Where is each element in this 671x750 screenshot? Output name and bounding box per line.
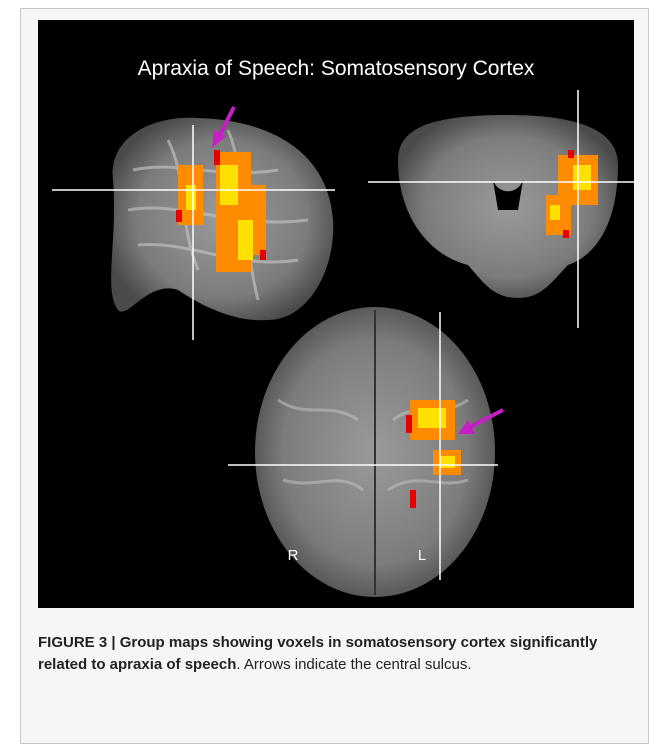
figure-title: Apraxia of Speech: Somatosensory Cortex: [138, 57, 535, 80]
label-right: R: [288, 547, 299, 564]
caption-text: . Arrows indicate the central sulcus.: [236, 656, 471, 673]
caption: FIGURE 3 | Group maps showing voxels in …: [38, 632, 638, 676]
label-left: L: [418, 547, 426, 564]
figure-image: Apraxia of Speech: Somatosensory Cortex: [38, 20, 634, 608]
page: Apraxia of Speech: Somatosensory Cortex: [0, 0, 671, 750]
